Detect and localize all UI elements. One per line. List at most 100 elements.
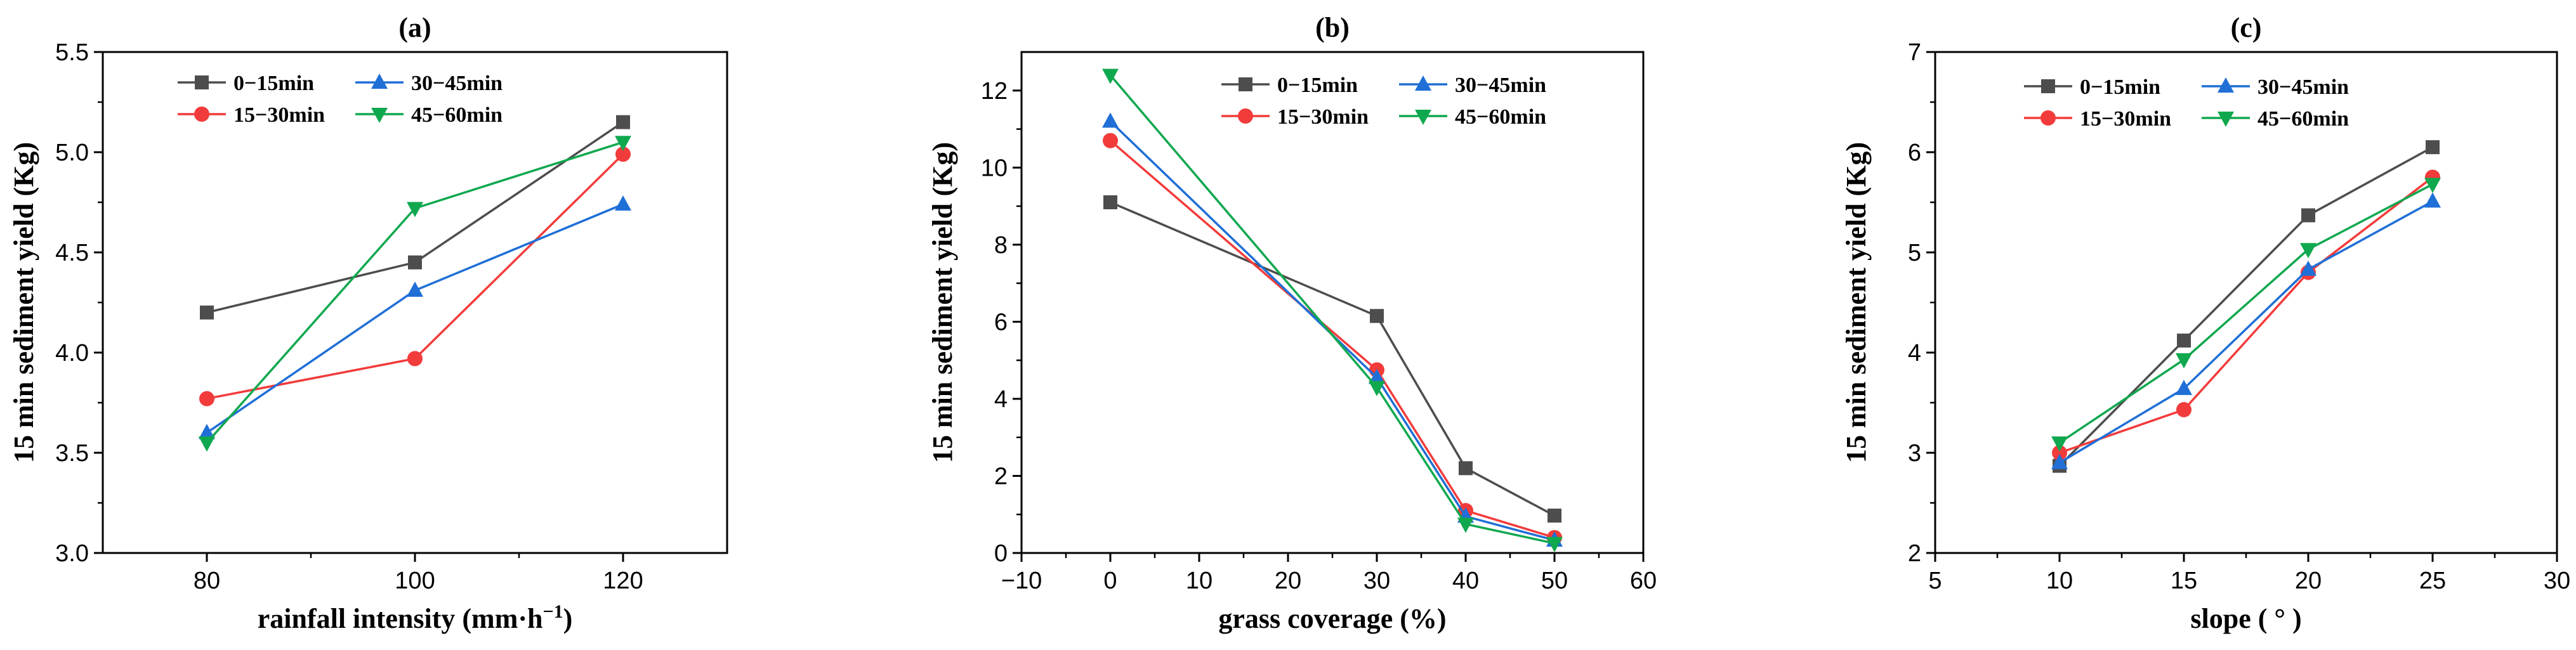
series-45-60min <box>199 136 631 452</box>
data-point-45-60min <box>1457 517 1474 533</box>
y-tick-label: 6 <box>1908 140 1921 166</box>
legend-marker <box>371 108 388 123</box>
y-tick-label: 3.0 <box>55 540 89 567</box>
y-tick-label: 4 <box>994 386 1008 413</box>
legend-label: 45−60min <box>1455 105 1546 129</box>
data-point-15-30min <box>2176 402 2192 418</box>
series-45-60min <box>1102 68 1563 552</box>
y-tick-label: 2 <box>1908 540 1921 567</box>
y-axis-label: 15 min sediment yield (Kg) <box>927 142 958 463</box>
y-tick-label: 5 <box>1908 240 1921 266</box>
legend-item-45-60min: 45−60min <box>2202 107 2349 131</box>
legend: 0−15min 15−30min 30−45min 45−60min <box>178 72 503 127</box>
data-point-0-15min <box>1103 195 1117 209</box>
legend-label: 0−15min <box>233 72 314 95</box>
x-tick-label: 5 <box>1928 568 1942 594</box>
legend-label: 30−45min <box>2257 75 2349 99</box>
legend: 0−15min 15−30min 30−45min 45−60min <box>1221 74 1546 129</box>
y-tick-label: 2 <box>994 463 1008 490</box>
data-point-30-45min <box>2300 260 2316 276</box>
legend-label: 0−15min <box>2080 75 2160 99</box>
data-point-30-45min <box>1369 368 1385 384</box>
data-point-15-30min <box>2052 445 2067 460</box>
x-tick-label: 30 <box>1364 568 1390 594</box>
legend-marker <box>1239 77 1252 91</box>
legend: 0−15min 15−30min 30−45min 45−60min <box>2024 75 2349 131</box>
x-axis-label: rainfall intensity (mm·h−1) <box>258 601 573 634</box>
x-tick-label: 20 <box>2295 568 2322 594</box>
x-tick-label: 25 <box>2419 568 2446 594</box>
data-point-45-60min <box>2424 178 2441 193</box>
data-point-30-45min <box>2051 453 2068 469</box>
data-point-45-60min <box>407 202 423 218</box>
legend-item-45-60min: 45−60min <box>355 103 503 127</box>
data-point-45-60min <box>1102 68 1119 84</box>
legend-marker <box>2041 79 2055 93</box>
legend-label: 45−60min <box>411 103 503 127</box>
x-tick-label: 15 <box>2171 568 2197 594</box>
data-point-15-30min <box>1103 133 1118 148</box>
data-point-30-45min <box>199 424 215 439</box>
data-point-0-15min <box>408 255 422 270</box>
series-line-15-30min <box>2059 176 2434 454</box>
data-point-30-45min <box>407 282 423 297</box>
legend-marker <box>1238 108 1253 124</box>
x-tick-label: 60 <box>1630 568 1657 594</box>
y-axis-label: 15 min sediment yield (Kg) <box>1841 142 1872 463</box>
data-point-0-15min <box>1459 461 1473 476</box>
x-axis-label: grass coverage (%) <box>1218 603 1446 634</box>
series-line-45-60min <box>1109 74 1555 545</box>
chart-title: (b) <box>1315 12 1350 43</box>
legend-item-0-15min: 0−15min <box>2024 75 2160 99</box>
legend-label: 45−60min <box>2257 107 2349 131</box>
data-point-0-15min <box>200 305 214 320</box>
x-tick-label: 80 <box>194 568 220 594</box>
data-point-45-60min <box>2300 243 2316 259</box>
data-point-0-15min <box>2426 140 2440 155</box>
data-point-0-15min <box>1548 509 1561 523</box>
series-15-30min <box>2052 169 2440 460</box>
legend-label: 0−15min <box>1277 74 1358 97</box>
y-tick-label: 5.5 <box>55 39 89 66</box>
data-point-15-30min <box>615 146 631 162</box>
data-point-45-60min <box>615 136 631 152</box>
series-line-30-45min <box>206 203 624 434</box>
series-line-30-45min <box>2059 200 2433 464</box>
chart-title: (a) <box>398 12 431 43</box>
series-0-15min <box>200 115 630 320</box>
data-point-30-45min <box>615 195 631 211</box>
x-tick-label: 100 <box>395 568 435 594</box>
plot-frame <box>102 51 728 554</box>
legend-item-15-30min: 15−30min <box>178 103 325 127</box>
data-point-30-45min <box>2424 192 2441 208</box>
data-point-30-45min <box>1102 112 1119 128</box>
y-tick-label: 0 <box>994 540 1008 567</box>
series-0-15min <box>1103 195 1561 523</box>
x-tick-label: 40 <box>1452 568 1479 594</box>
series-30-45min <box>199 195 631 439</box>
data-point-0-15min <box>2301 208 2315 223</box>
data-point-0-15min <box>616 115 630 129</box>
legend-item-30-45min: 30−45min <box>2202 75 2349 99</box>
series-30-45min <box>1102 112 1563 547</box>
data-point-0-15min <box>1370 309 1384 323</box>
legend-item-30-45min: 30−45min <box>355 72 503 95</box>
x-tick-label: 0 <box>1103 568 1117 594</box>
chart-title: (c) <box>2231 12 2262 43</box>
series-line-30-45min <box>1109 120 1555 542</box>
x-tick-label: 30 <box>2544 568 2570 594</box>
y-axis-label: 15 min sediment yield (Kg) <box>8 142 39 463</box>
data-point-45-60min <box>1369 380 1385 396</box>
legend-marker <box>1415 110 1431 125</box>
legend-item-15-30min: 15−30min <box>2024 107 2171 131</box>
series-30-45min <box>2051 192 2441 469</box>
series-0-15min <box>2053 140 2440 473</box>
y-tick-label: 4 <box>1908 340 1921 367</box>
y-tick-label: 5.0 <box>55 140 89 166</box>
legend-marker <box>2218 77 2234 93</box>
x-tick-label: 20 <box>1275 568 1301 594</box>
legend-label: 15−30min <box>2080 107 2171 131</box>
legend-marker <box>194 107 209 122</box>
